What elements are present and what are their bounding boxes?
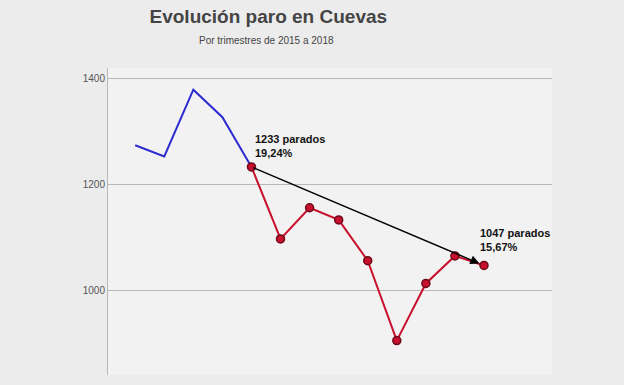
svg-text:1233 parados19,24%: 1233 parados19,24% [255,133,325,159]
svg-text:1047 parados15,67%: 1047 parados15,67% [480,227,550,253]
svg-text:Por trimestres de 2015 a 2018: Por trimestres de 2015 a 2018 [199,35,334,46]
svg-text:1400: 1400 [83,73,106,84]
svg-text:1200: 1200 [83,179,106,190]
svg-text:Evolución paro en Cuevas: Evolución paro en Cuevas [150,6,388,27]
svg-text:1000: 1000 [83,285,106,296]
